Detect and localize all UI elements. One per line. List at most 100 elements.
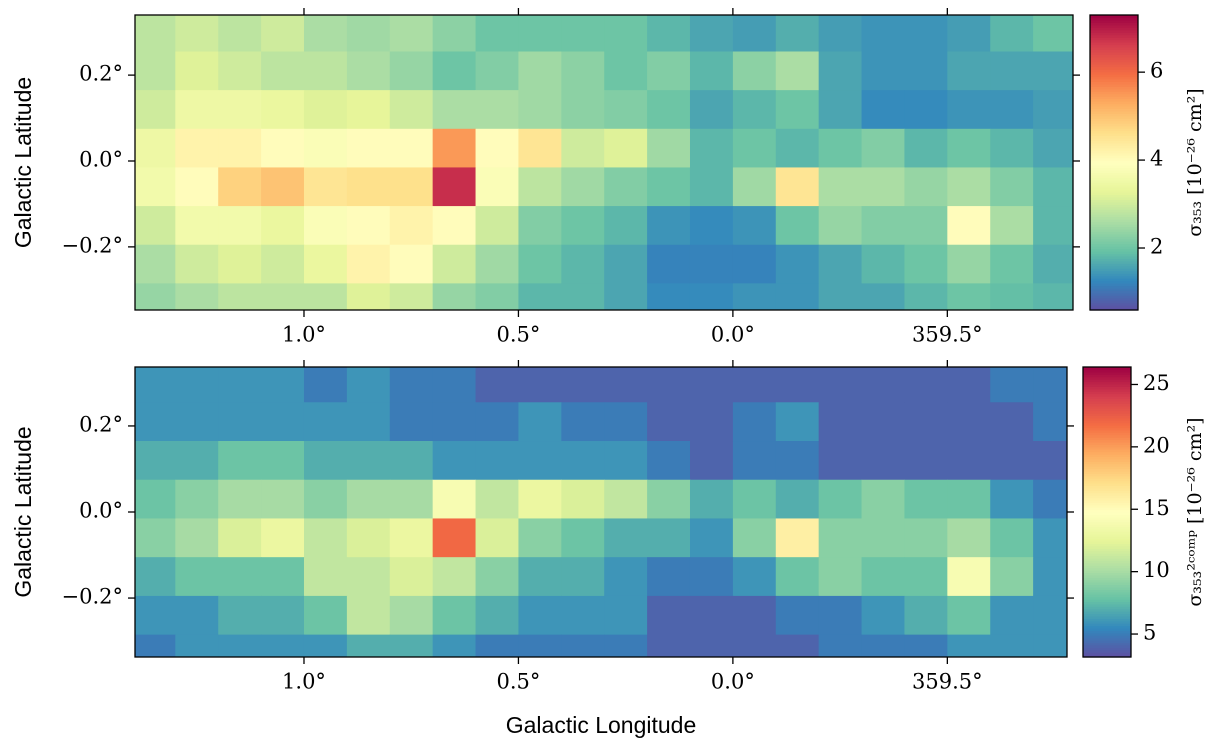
colorbar-swatch xyxy=(1090,128,1138,132)
colorbar-swatch xyxy=(1090,172,1138,176)
heatmap-cell xyxy=(904,283,948,310)
heatmap-cell xyxy=(135,15,176,52)
colorbar-swatch xyxy=(1090,123,1138,127)
heatmap-cell xyxy=(475,367,519,403)
colorbar-swatch xyxy=(1090,287,1138,291)
heatmap-cell xyxy=(175,90,219,130)
heatmap-cell xyxy=(990,479,1034,519)
colorbar-swatch xyxy=(1090,91,1138,95)
colorbar-swatch xyxy=(1090,15,1138,19)
colorbar-swatch xyxy=(1090,243,1138,247)
heatmap-cell xyxy=(861,128,905,168)
heatmap-cell xyxy=(218,557,262,597)
colorbar-swatch xyxy=(1083,586,1131,590)
heatmap-cell xyxy=(346,90,391,130)
heatmap-cell xyxy=(475,634,519,657)
heatmap-cell xyxy=(775,244,820,284)
heatmap-cell xyxy=(947,479,991,519)
heatmap-cell xyxy=(604,479,648,519)
colorbar-tick-label: 25 xyxy=(1143,371,1170,395)
colorbar-swatch xyxy=(1090,110,1138,114)
colorbar-swatch xyxy=(1090,265,1138,269)
heatmap-cell xyxy=(775,128,820,168)
colorbar-swatch xyxy=(1083,516,1131,520)
heatmap-cell xyxy=(604,90,648,130)
heatmap-cell xyxy=(732,518,777,558)
colorbar-swatch xyxy=(1083,422,1131,426)
heatmap-cell xyxy=(561,15,605,52)
colorbar-tick-label: 2 xyxy=(1150,235,1163,259)
heatmap-cell xyxy=(904,367,948,403)
colorbar-swatch xyxy=(1090,44,1138,48)
heatmap-cell xyxy=(689,441,734,481)
colorbar-swatch xyxy=(1090,118,1138,122)
heatmap-cell xyxy=(518,367,562,403)
colorbar-swatch xyxy=(1090,174,1138,178)
colorbar-swatch xyxy=(1083,591,1131,595)
heatmap-cell xyxy=(947,367,991,403)
heatmap-cell xyxy=(732,634,777,657)
heatmap-cell xyxy=(732,441,777,481)
y-axis-label: Galactic Latitude xyxy=(10,426,36,597)
colorbar-swatch xyxy=(1083,383,1131,387)
heatmap-cell xyxy=(647,557,691,597)
colorbar-swatch xyxy=(1090,147,1138,151)
heatmap-cell xyxy=(261,167,305,207)
heatmap-cell xyxy=(135,367,176,403)
colorbar-swatch xyxy=(1083,391,1131,395)
heatmap-cell xyxy=(732,402,777,442)
heatmap-cell xyxy=(904,15,948,52)
heatmap-cell xyxy=(1033,244,1073,284)
colorbar-swatch xyxy=(1090,206,1138,210)
colorbar-swatch xyxy=(1090,96,1138,100)
heatmap-cell xyxy=(261,367,305,403)
colorbar-swatch xyxy=(1083,577,1131,581)
colorbar-swatch xyxy=(1083,562,1131,566)
heatmap-cell xyxy=(518,90,562,130)
heatmap-cell xyxy=(647,402,691,442)
colorbar-swatch xyxy=(1090,108,1138,112)
colorbar-swatch xyxy=(1090,162,1138,166)
heatmap-cell xyxy=(990,518,1034,558)
x-tick-label: 0.5° xyxy=(496,670,540,694)
heatmap-cell xyxy=(689,595,734,636)
colorbar-swatch xyxy=(1083,548,1131,552)
heatmap-cell xyxy=(175,167,219,207)
heatmap-cell xyxy=(775,90,820,130)
heatmap-cell xyxy=(218,441,262,481)
heatmap-cell xyxy=(947,128,991,168)
heatmap-cell xyxy=(775,283,820,310)
heatmap-cell xyxy=(561,634,605,657)
colorbar-swatch xyxy=(1083,470,1131,474)
heatmap-cell xyxy=(861,518,905,558)
colorbar-swatch xyxy=(1083,637,1131,641)
heatmap-cell xyxy=(303,595,348,636)
heatmap-cell xyxy=(1033,90,1073,130)
colorbar-swatch xyxy=(1090,228,1138,232)
heatmap-cell xyxy=(904,128,948,168)
heatmap-cell xyxy=(432,90,477,130)
heatmap-cell xyxy=(389,518,434,558)
heatmap-cell xyxy=(218,167,262,207)
colorbar-swatch xyxy=(1090,81,1138,85)
heatmap-cell xyxy=(303,634,348,657)
colorbar-swatch xyxy=(1083,512,1131,516)
heatmap-cell xyxy=(218,367,262,403)
colorbar-swatch xyxy=(1083,492,1131,496)
colorbar-swatch xyxy=(1083,519,1131,523)
heatmap-cell xyxy=(775,634,820,657)
heatmap-cell xyxy=(904,90,948,130)
heatmap-cell xyxy=(647,244,691,284)
colorbar-swatch xyxy=(1090,221,1138,225)
colorbar-swatch xyxy=(1090,78,1138,82)
colorbar-swatch xyxy=(1090,46,1138,51)
colorbar-swatch xyxy=(1090,164,1138,169)
colorbar-swatch xyxy=(1090,98,1138,102)
y-tick-label: 0.0° xyxy=(79,147,123,171)
heatmap-cell xyxy=(475,283,519,310)
colorbar-swatch xyxy=(1083,441,1131,445)
heatmap-cell xyxy=(261,479,305,519)
heatmap-cell xyxy=(775,557,820,597)
heatmap-cell xyxy=(561,206,605,246)
colorbar-swatch xyxy=(1090,189,1138,193)
